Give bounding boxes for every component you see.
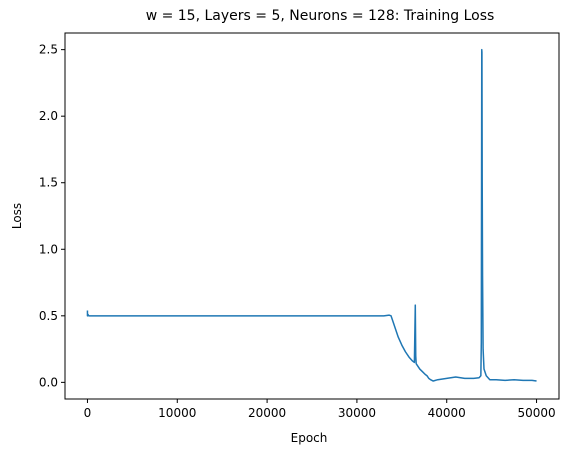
x-tick-label: 10000 [158,406,196,420]
y-axis: 0.0 0.5 1.0 1.5 2.0 2.5 [39,43,65,389]
y-tick-label: 0.0 [39,375,58,389]
series-line-0 [86,48,537,382]
plot-area [86,48,537,382]
x-tick-label: 40000 [428,406,466,420]
y-tick-label: 0.5 [39,309,58,323]
plot-frame [64,32,560,400]
y-tick-label: 1.5 [39,176,58,190]
chart-title: w = 15, Layers = 5, Neurons = 128: Train… [146,8,495,24]
x-tick-label: 50000 [517,406,555,420]
x-tick-label: 0 [84,406,92,420]
y-tick-label: 2.5 [39,43,58,57]
y-tick-label: 2.0 [39,109,58,123]
x-axis: 0 10000 20000 30000 40000 50000 [84,399,556,420]
x-tick-label: 30000 [338,406,376,420]
x-axis-title: Epoch [291,431,328,445]
x-tick-label: 20000 [248,406,286,420]
y-tick-label: 1.0 [39,242,58,256]
y-axis-title: Loss [10,203,24,229]
